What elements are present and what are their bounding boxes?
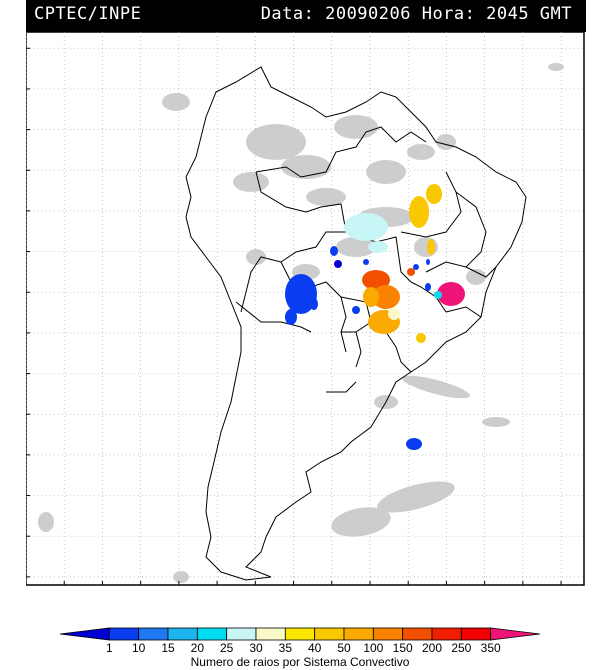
colorbar-swatch: [343, 627, 374, 641]
colorbar-swatch: [460, 627, 492, 641]
colorbar-swatches: [59, 627, 541, 641]
colorbar-swatch: [226, 627, 257, 641]
colorbar-tick-label: 35: [279, 641, 293, 655]
colorbar-swatch: [59, 627, 110, 641]
colorbar-tick-label: 50: [337, 641, 351, 655]
lightning-clusters: [285, 184, 465, 450]
cloud-cover: [38, 63, 564, 583]
colorbar-tick-label: 30: [249, 641, 263, 655]
colorbar-tick-label: 10: [132, 641, 146, 655]
colorbar-swatch: [196, 627, 228, 641]
longitude-labels: 100W95W90W85W80W75W70W65W60W55W50W45W40W…: [26, 581, 562, 585]
colorbar-swatch: [108, 627, 140, 641]
lightning-map: 10N5NEQ5S10S15S20S25S30S35S40S45S50S55S …: [26, 32, 585, 586]
colorbar-tick-label: 25: [220, 641, 234, 655]
source-label: CPTEC/INPE: [34, 4, 142, 24]
colorbar-tick-label: 20: [191, 641, 205, 655]
colorbar-swatch: [167, 627, 198, 641]
title-bar: CPTEC/INPE Data: 20090206 Hora: 2045 GMT: [26, 0, 586, 32]
colorbar-tick-label: 40: [308, 641, 322, 655]
colorbar-swatch: [372, 627, 404, 641]
colorbar-tick-label: 1: [106, 641, 113, 655]
latitude-labels: 10N5NEQ5S10S15S20S25S30S35S40S45S50S55S: [26, 47, 30, 578]
colorbar-tick-label: 100: [363, 641, 383, 655]
colorbar-swatch: [314, 627, 345, 641]
colorbar-tick-labels: 1 10 15 20 25 30 35 40 50 100 150 200 250 350: [106, 641, 501, 655]
colorbar-tick-label: 150: [393, 641, 413, 655]
colorbar-swatch: [490, 627, 541, 641]
colorbar-swatch: [402, 627, 433, 641]
colorbar-swatch: [431, 627, 462, 641]
colorbar-swatch: [138, 627, 169, 641]
colorbar-swatch: [255, 627, 286, 641]
colorbar-title: Numero de raios por Sistema Convectivo: [191, 655, 410, 669]
colorbar: 1 10 15 20 25 30 35 40 50 100 150 200 250 350 Numero …: [59, 627, 541, 669]
colorbar-tick-label: 15: [161, 641, 175, 655]
colorbar-tick-label: 200: [422, 641, 442, 655]
colorbar-swatch: [284, 627, 316, 641]
colorbar-tick-label: 250: [451, 641, 471, 655]
datetime-label: Data: 20090206 Hora: 2045 GMT: [260, 4, 572, 24]
colorbar-tick-label: 350: [481, 641, 501, 655]
